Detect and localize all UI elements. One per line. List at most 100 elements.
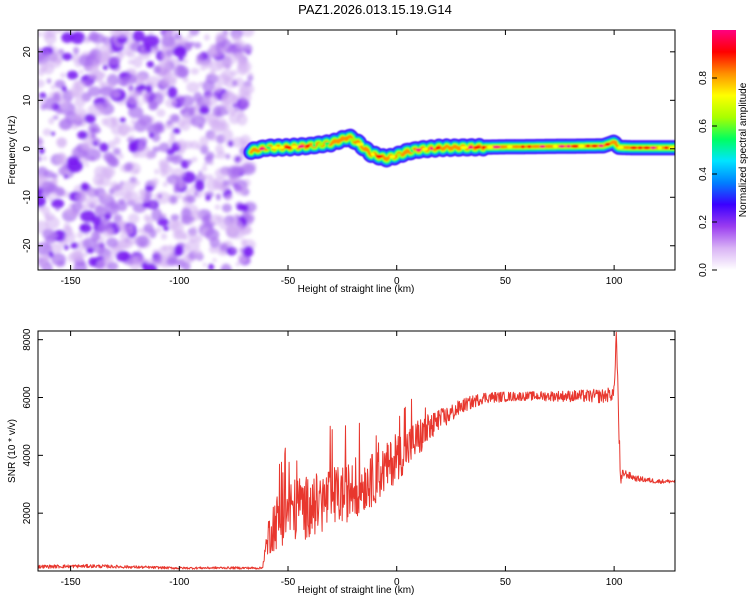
noise-blob <box>172 127 181 134</box>
ridge-peak <box>278 145 285 150</box>
snr-y-ticks: 2000 4000 6000 8000 <box>22 328 675 524</box>
ridge-peak <box>297 144 305 149</box>
noise-blob <box>161 34 176 48</box>
noise-blob <box>50 84 56 90</box>
x-tick-label: 0 <box>394 577 400 588</box>
noise-blob <box>184 189 192 197</box>
noise-blob <box>106 229 113 236</box>
noise-blob <box>52 115 59 120</box>
noise-blob <box>101 50 111 60</box>
noise-blob <box>153 65 161 74</box>
noise-blob <box>61 52 73 61</box>
noise-blob <box>38 195 46 207</box>
chart-title: PAZ1.2026.013.15.19.G14 <box>298 2 452 17</box>
ridge-peak <box>252 148 259 152</box>
noise-blob <box>142 35 160 48</box>
noise-blob <box>214 204 221 210</box>
noise-blob <box>241 30 255 37</box>
spectrogram-y-ticks: -20 -10 0 10 20 <box>22 46 675 253</box>
y-tick-label: 20 <box>22 46 33 58</box>
noise-blob <box>132 254 144 267</box>
ridge-peak <box>657 146 662 150</box>
ridge-peak <box>514 145 519 149</box>
y-tick-label: -10 <box>22 190 33 205</box>
noise-blob <box>247 72 254 78</box>
noise-blob <box>191 210 202 221</box>
noise-blob <box>55 206 60 212</box>
ridge-peak <box>586 144 590 148</box>
noise-blob <box>52 178 58 185</box>
noise-blob <box>241 204 249 212</box>
noise-blob <box>132 56 143 68</box>
noise-blob <box>71 202 83 213</box>
noise-blob <box>243 48 250 53</box>
noise-blob <box>38 253 49 266</box>
noise-blob <box>143 263 158 270</box>
noise-blob <box>174 245 184 257</box>
colorbar-tick-label: 0.8 <box>698 71 709 85</box>
noise-blob <box>103 202 120 215</box>
noise-blob <box>128 142 139 153</box>
ridge-peak <box>625 146 629 150</box>
noise-blob <box>118 122 130 136</box>
noise-blob <box>38 242 52 255</box>
noise-blob <box>221 129 234 142</box>
spectrogram-x-ticks: -150 -100 -50 0 50 100 <box>61 30 623 287</box>
noise-blob <box>81 142 94 152</box>
noise-blob <box>190 67 200 75</box>
noise-blobs <box>38 30 257 270</box>
ridge-peak <box>370 152 375 156</box>
noise-blob <box>93 242 105 254</box>
noise-blob <box>58 119 73 131</box>
y-tick-label: 10 <box>22 94 33 106</box>
noise-blob <box>178 95 195 107</box>
noise-blob <box>186 159 193 166</box>
noise-blob <box>84 162 89 168</box>
noise-blob <box>125 73 138 85</box>
x-tick-label: 100 <box>606 577 623 588</box>
noise-blob <box>108 188 115 195</box>
noise-blob <box>80 182 90 192</box>
noise-blob <box>220 47 229 54</box>
noise-blob <box>190 115 206 128</box>
ridge-peak <box>460 145 468 150</box>
noise-blob <box>193 249 203 258</box>
noise-blob <box>119 233 127 239</box>
noise-blob <box>165 49 174 57</box>
noise-blob <box>199 136 209 147</box>
ridge-peak <box>539 144 546 149</box>
noise-blob <box>166 174 180 185</box>
noise-blob <box>239 247 245 253</box>
noise-blob <box>160 233 168 240</box>
noise-blob <box>158 245 175 258</box>
spectrogram-y-label: Frequency (Hz) <box>7 116 18 185</box>
noise-blob <box>138 195 144 200</box>
noise-blob <box>207 118 219 128</box>
noise-blob <box>152 249 159 255</box>
x-tick-label: -150 <box>61 276 81 287</box>
noise-blob <box>231 136 245 148</box>
ridge-peak <box>482 145 486 149</box>
noise-blob <box>186 33 193 40</box>
ridge-peak <box>349 138 357 142</box>
x-tick-label: 100 <box>606 276 623 287</box>
noise-blob <box>165 98 177 108</box>
noise-blob <box>191 156 198 163</box>
noise-blob <box>230 247 237 253</box>
ridge-peak <box>389 155 396 159</box>
noise-blob <box>234 184 246 196</box>
ridge-peak <box>650 146 657 150</box>
ridge-peak <box>312 143 316 147</box>
noise-blob <box>136 102 143 107</box>
noise-blob <box>60 72 66 78</box>
noise-blob <box>99 142 109 152</box>
ridge-peak <box>527 145 531 149</box>
noise-blob <box>152 256 163 264</box>
noise-blob <box>159 164 173 175</box>
noise-blob <box>45 235 56 244</box>
noise-blob <box>164 32 171 38</box>
noise-blob <box>182 233 189 241</box>
x-tick-label: -50 <box>281 276 296 287</box>
noise-blob <box>201 166 208 172</box>
noise-blob <box>116 250 131 262</box>
